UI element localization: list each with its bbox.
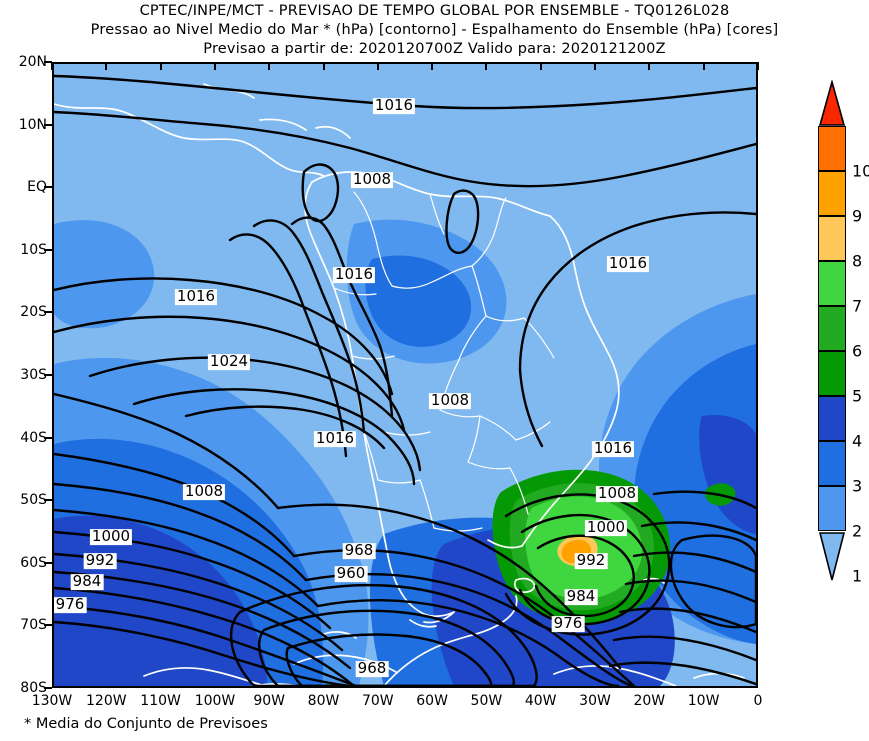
variable-title-line: Pressao ao Nivel Medio do Mar * (hPa) [c… (90, 22, 779, 38)
x-tick-label: 40W (524, 693, 557, 709)
contour-label: 1016 (372, 96, 416, 115)
colorbar: 10 9 8 7 6 5 4 3 2 1 (818, 80, 869, 626)
y-tick-label: 40S (20, 429, 47, 446)
contour-label: 992 (574, 551, 608, 570)
y-tick-label: 70S (20, 617, 47, 634)
colorbar-tick-label: 6 (852, 341, 863, 361)
y-tick-label: 20S (20, 304, 47, 321)
x-tick-label: 20W (633, 693, 666, 709)
contour-label: 1024 (207, 352, 251, 371)
footnote: * Media do Conjunto de Previsoes (24, 716, 268, 732)
contour-label: 1008 (595, 484, 639, 503)
contour-label: 1000 (89, 527, 133, 546)
contour-label: 976 (54, 595, 87, 614)
colorbar-tick-label: 3 (852, 476, 863, 496)
x-tick-label: 120W (86, 693, 127, 709)
x-tick-label: 0 (753, 693, 763, 709)
x-tick-label: 10W (687, 693, 720, 709)
colorbar-swatch-3-4 (818, 396, 846, 441)
contour-label: 976 (551, 614, 585, 633)
y-tick-label: 10S (20, 241, 47, 258)
y-tick-label: 30S (20, 367, 47, 383)
colorbar-min-arrow (818, 532, 846, 581)
contour-label: 1016 (606, 254, 650, 273)
colorbar-swatch-8-9 (818, 171, 846, 216)
contour-label: 1016 (313, 429, 357, 448)
colorbar-swatch-5-6 (818, 306, 846, 351)
y-tick-label: EQ (27, 179, 47, 196)
y-tick-label: 50S (20, 492, 47, 509)
colorbar-tick-label: 5 (852, 386, 863, 406)
colorbar-swatch-2-3 (818, 441, 846, 486)
contour-label: 1000 (584, 518, 628, 537)
map-canvas (54, 64, 756, 686)
colorbar-tick-label: 10 (852, 161, 869, 181)
colorbar-swatch-1-2 (818, 486, 846, 531)
contour-label: 992 (83, 551, 117, 570)
colorbar-swatch-9-10 (818, 126, 846, 171)
pressure-contours (54, 74, 756, 686)
y-tick-label: 10N (18, 116, 47, 133)
x-tick-label: 50W (470, 693, 503, 709)
x-tick-label: 90W (253, 693, 286, 709)
x-tick-label: 30W (579, 693, 611, 709)
model-title-line: CPTEC/INPE/MCT - PREVISAO DE TEMPO GLOBA… (139, 3, 730, 19)
colorbar-swatch-6-7 (818, 261, 846, 306)
colorbar-swatch-7-8 (818, 216, 846, 261)
x-tick-label: 60W (416, 693, 448, 709)
colorbar-tick-label: 7 (852, 296, 863, 316)
contour-label: 960 (334, 564, 368, 583)
x-tick-label: 70W (361, 693, 394, 709)
contour-label: 1016 (174, 287, 218, 306)
x-tick-label: 100W (194, 693, 236, 709)
contour-label: 1016 (591, 439, 635, 458)
colorbar-max-arrow (818, 80, 846, 126)
contour-label: 968 (355, 659, 389, 678)
x-tick-label: 110W (140, 693, 181, 709)
colorbar-tick-label: 8 (852, 251, 863, 271)
colorbar-tick-label: 1 (852, 566, 863, 586)
contour-label: 1008 (428, 391, 472, 410)
chart-title-block: CPTEC/INPE/MCT - PREVISAO DE TEMPO GLOBA… (0, 0, 869, 57)
contour-label: 1008 (350, 170, 394, 189)
x-tick-label: 130W (31, 693, 73, 709)
contour-label: 984 (564, 587, 598, 606)
forecast-time-line: Previsao a partir de: 2020120700Z Valido… (203, 41, 666, 57)
y-tick-label: 60S (20, 554, 47, 571)
colorbar-tick-label: 9 (852, 206, 863, 226)
colorbar-tick-label: 2 (852, 521, 863, 541)
contour-label: 984 (70, 572, 104, 591)
y-tick-label: 80S (20, 680, 47, 696)
map-plot-area: 1016 1008 1016 1016 1016 1024 1008 1016 … (19, 54, 763, 709)
contour-label: 1016 (332, 265, 376, 284)
map-frame: 1016 1008 1016 1016 1016 1024 1008 1016 … (52, 62, 758, 688)
colorbar-swatch-4-5 (818, 351, 846, 396)
x-tick-label: 80W (307, 693, 340, 709)
colorbar-tick-label: 4 (852, 431, 863, 451)
contour-label: 968 (342, 541, 376, 560)
y-tick-label: 20N (18, 54, 47, 70)
contour-label: 1008 (182, 482, 226, 501)
